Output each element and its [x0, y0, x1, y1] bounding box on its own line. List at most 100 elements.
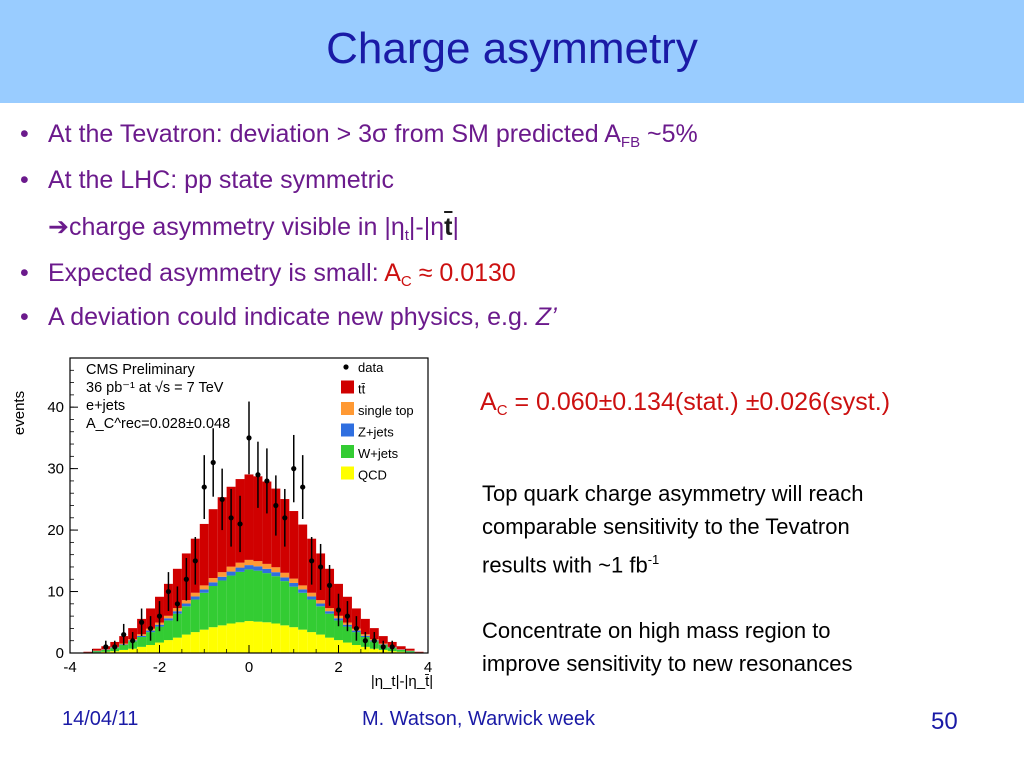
bullet-text: At the Tevatron: deviation > 3σ from SM … [48, 120, 621, 148]
bar-qcd [396, 651, 406, 653]
legend-label: tt̄ [358, 382, 366, 397]
ac-result-sub: C [496, 402, 508, 419]
bar-z-jets [307, 596, 317, 600]
x-tick-label: 2 [334, 659, 342, 676]
data-point [156, 613, 163, 619]
bar-w-jets [325, 613, 335, 638]
data-point [362, 638, 368, 644]
ac-result-symbol: A [480, 388, 497, 416]
data-point [326, 582, 333, 588]
bar-w-jets [396, 649, 406, 652]
y-tick-label: 20 [47, 522, 64, 539]
bullet-after: ~5% [640, 120, 698, 148]
ac-value: ≈ 0.0130 [411, 259, 516, 287]
bullet-sub: t [404, 227, 409, 244]
bullet-text: At the LHC: pp state symmetric [48, 166, 394, 194]
bar-qcd [119, 649, 129, 653]
y-tick-label: 0 [56, 645, 64, 662]
bar-qcd [262, 622, 272, 653]
bar-w-jets [280, 581, 290, 626]
bar-w-jets [235, 571, 245, 623]
legend-label: data [358, 360, 384, 375]
note-sensitivity: Top quark charge asymmetry will reach co… [482, 477, 863, 581]
bar-qcd [208, 627, 218, 653]
bar-single-top [280, 572, 290, 578]
bar-w-jets [289, 586, 299, 628]
data-point [380, 644, 386, 650]
bar-z-jets [253, 566, 263, 571]
bar-w-jets [163, 620, 173, 641]
bar-single-top [199, 585, 209, 590]
legend-swatch [341, 466, 354, 480]
bullet-marker: • [20, 303, 29, 331]
y-axis-label: events [11, 391, 28, 435]
x-tick-label: 0 [245, 659, 253, 676]
x-axis-label: |η_t|-|η_t̄| [371, 673, 433, 690]
data-point [121, 631, 127, 638]
bar-z-jets [226, 571, 236, 576]
bar-single-top [325, 608, 335, 612]
bar-z-jets [181, 603, 191, 607]
bullet-marker: • [20, 166, 29, 194]
bullet-text: A deviation could indicate new physics, … [48, 303, 536, 331]
bullet-arrow-line: ➔charge asymmetry visible in |ηt|-|ηt| [48, 212, 459, 244]
data-point [291, 466, 297, 472]
bar-w-jets [119, 645, 129, 650]
bullet-italic: Z’ [535, 303, 557, 331]
data-point [371, 638, 377, 644]
data-point [174, 601, 180, 607]
chart-annotation: CMS Preliminary [86, 362, 196, 378]
bar-single-top [271, 567, 281, 573]
bar-w-jets [316, 606, 326, 635]
bar-single-top [217, 572, 227, 577]
y-tick-label: 40 [47, 399, 64, 416]
bar-tt- [244, 474, 254, 560]
bar-tt- [253, 476, 263, 562]
title-bar: Charge asymmetry [0, 0, 1024, 103]
bar-z-jets [235, 567, 245, 572]
bullet-tevatron: • At the Tevatron: deviation > 3σ from SM… [20, 120, 698, 151]
note-high-mass: Concentrate on high mass region to impro… [482, 614, 853, 680]
bar-single-top [163, 615, 173, 619]
note-line: results with ~1 fb-1 [482, 543, 863, 581]
data-point [344, 613, 351, 619]
bar-z-jets [280, 577, 290, 582]
bar-qcd [128, 648, 138, 653]
bar-single-top [262, 563, 272, 569]
chart-annotation: A_C^rec=0.028±0.048 [86, 416, 230, 432]
data-point [183, 576, 189, 582]
bar-w-jets [190, 599, 200, 633]
bar-w-jets [262, 573, 272, 623]
bar-z-jets [262, 568, 272, 574]
ac-symbol: A [384, 259, 401, 287]
legend-data-marker [343, 364, 349, 370]
bar-single-top [190, 592, 200, 597]
bar-w-jets [342, 626, 352, 643]
legend-label: single top [358, 403, 414, 418]
x-tick-label: -2 [153, 659, 166, 676]
bar-qcd [280, 625, 290, 653]
bar-w-jets [181, 606, 191, 635]
data-point [246, 435, 252, 441]
bar-qcd [369, 648, 379, 653]
bar-qcd [342, 642, 352, 653]
bar-qcd [298, 629, 308, 653]
legend-label: Z+jets [358, 425, 394, 440]
bar-single-top [316, 600, 326, 604]
bar-w-jets [253, 570, 263, 622]
bar-w-jets [92, 651, 102, 653]
legend-swatch [341, 445, 354, 458]
legend-swatch [341, 423, 354, 437]
data-point [219, 496, 225, 502]
data-point [255, 472, 261, 478]
data-point [353, 625, 359, 632]
bar-single-top [289, 578, 299, 583]
bar-z-jets [163, 618, 173, 621]
bar-qcd [316, 634, 326, 653]
bar-w-jets [298, 592, 308, 630]
legend-swatch [341, 402, 354, 415]
bar-qcd [360, 646, 370, 653]
bar-single-top [208, 578, 218, 583]
